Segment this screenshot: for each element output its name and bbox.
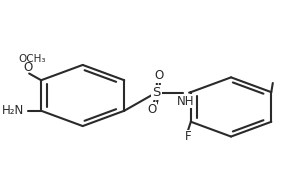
Text: H₂N: H₂N bbox=[2, 104, 25, 117]
Text: OCH₃: OCH₃ bbox=[18, 54, 46, 64]
Text: S: S bbox=[152, 86, 160, 99]
Text: O: O bbox=[154, 69, 163, 82]
Text: O: O bbox=[24, 61, 33, 74]
Text: NH: NH bbox=[177, 95, 195, 108]
Text: O: O bbox=[148, 103, 157, 116]
Text: F: F bbox=[185, 130, 191, 143]
